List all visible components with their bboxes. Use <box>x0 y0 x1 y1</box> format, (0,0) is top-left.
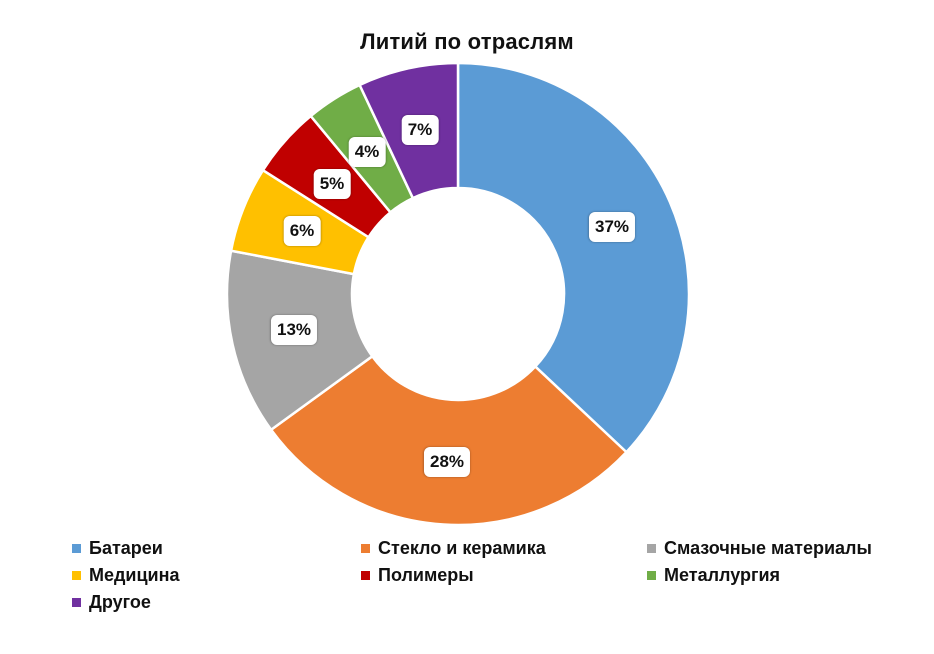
legend-item-batteries[interactable]: Батареи <box>72 538 163 559</box>
legend-swatch-icon <box>361 571 370 580</box>
legend-label: Смазочные материалы <box>664 538 872 558</box>
data-label-medicine: 6% <box>283 216 321 246</box>
donut-slice-1 <box>269 354 629 527</box>
legend-label: Стекло и керамика <box>378 538 546 558</box>
data-label-lubricants: 13% <box>270 315 318 345</box>
legend-label: Полимеры <box>378 565 474 585</box>
legend-swatch-icon <box>647 571 656 580</box>
legend-item-polymers[interactable]: Полимеры <box>361 565 474 586</box>
legend-label: Батареи <box>89 538 163 558</box>
legend-item-other[interactable]: Другое <box>72 592 151 613</box>
legend-item-medicine[interactable]: Медицина <box>72 565 180 586</box>
legend-swatch-icon <box>72 598 81 607</box>
data-label-polymers: 5% <box>313 169 351 199</box>
data-label-batteries: 37% <box>588 212 636 242</box>
legend-item-lubricants[interactable]: Смазочные материалы <box>647 538 872 559</box>
legend-swatch-icon <box>361 544 370 553</box>
data-label-metallurgy: 4% <box>348 137 386 167</box>
legend-item-metallurgy[interactable]: Металлургия <box>647 565 780 586</box>
chart-title: Литий по отраслям <box>360 29 574 54</box>
legend-swatch-icon <box>72 571 81 580</box>
legend-label: Медицина <box>89 565 180 585</box>
data-label-other: 7% <box>401 115 439 145</box>
legend-label: Металлургия <box>664 565 781 585</box>
donut-slice-0 <box>456 61 691 454</box>
data-label-glass-ceramics: 28% <box>423 447 471 477</box>
legend-swatch-icon <box>72 544 81 553</box>
legend-label: Другое <box>89 592 151 612</box>
legend-item-glass-ceramics[interactable]: Стекло и керамика <box>361 538 546 559</box>
legend-swatch-icon <box>647 544 656 553</box>
